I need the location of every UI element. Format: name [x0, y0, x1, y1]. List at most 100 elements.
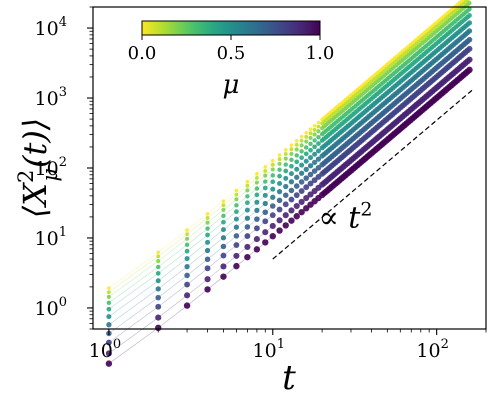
- y-tick-label: 102: [35, 155, 67, 180]
- data-point: [233, 233, 240, 239]
- data-point: [106, 294, 111, 299]
- data-point: [315, 148, 321, 154]
- y-tick-label: 104: [35, 15, 67, 40]
- data-point: [307, 191, 314, 198]
- data-point: [289, 163, 294, 169]
- y-axis: 100 101 102 103 104: [35, 6, 93, 330]
- data-point: [311, 168, 318, 174]
- data-point: [282, 212, 289, 219]
- data-point: [304, 139, 309, 144]
- data-point: [204, 247, 211, 254]
- annotation-proportional: ∝ t2: [318, 199, 372, 236]
- data-point: [270, 186, 276, 192]
- data-point: [311, 159, 318, 165]
- series-line-mu-1: [108, 235, 273, 364]
- data-point: [244, 243, 251, 250]
- data-point: [294, 138, 299, 143]
- data-markers: [105, 0, 473, 367]
- data-point: [253, 225, 260, 232]
- data-point: [303, 158, 309, 164]
- data-point: [156, 254, 161, 259]
- data-point: [205, 220, 210, 225]
- data-point: [303, 205, 310, 212]
- x-axis-title: t: [282, 358, 296, 398]
- data-point: [303, 151, 309, 157]
- data-point: [308, 135, 313, 140]
- data-point: [289, 143, 294, 147]
- data-point: [244, 233, 251, 239]
- data-point: [263, 169, 268, 173]
- data-point: [307, 171, 314, 178]
- data-point: [277, 157, 282, 162]
- data-point: [467, 20, 473, 26]
- data-point: [270, 167, 275, 172]
- x-tick-label: 100: [89, 337, 121, 362]
- data-point: [304, 130, 309, 135]
- data-point: [289, 151, 294, 156]
- data-point: [269, 222, 276, 230]
- data-point: [184, 256, 190, 262]
- colorbar-tick-label: 0.0: [128, 43, 157, 64]
- data-point: [299, 155, 304, 161]
- y-title-exponent: 2: [14, 170, 38, 183]
- series-line-mu-0.3: [108, 175, 273, 304]
- data-point: [184, 281, 190, 288]
- data-point: [107, 286, 111, 290]
- data-point: [155, 303, 162, 310]
- data-point: [155, 286, 161, 292]
- series-line-mu-0.1: [108, 164, 273, 293]
- x-tick-label: 102: [416, 337, 448, 362]
- data-point: [299, 143, 304, 148]
- data-point: [156, 258, 161, 264]
- data-point: [288, 187, 295, 194]
- data-point: [234, 192, 239, 197]
- data-point: [299, 149, 304, 154]
- colorbar-ticks: 0.0 0.5 1.0: [128, 35, 334, 64]
- data-point: [315, 156, 322, 162]
- data-point: [294, 174, 300, 180]
- y-axis-title: ⟨X2μ(t)⟩: [14, 118, 62, 219]
- data-point: [106, 314, 112, 320]
- data-point: [233, 262, 240, 270]
- series-line-mu-0.8: [108, 214, 273, 343]
- data-point: [155, 271, 161, 276]
- data-point: [303, 184, 310, 191]
- data-point: [307, 163, 314, 169]
- data-point: [316, 134, 321, 140]
- data-point: [254, 180, 259, 185]
- data-point: [298, 208, 305, 216]
- data-point: [294, 159, 300, 165]
- data-point: [294, 142, 299, 147]
- data-point: [282, 222, 289, 229]
- data-point: [467, 13, 472, 18]
- data-point: [294, 147, 299, 152]
- data-point: [221, 213, 226, 219]
- annotation-prefix: ∝: [318, 201, 348, 236]
- data-point: [183, 302, 191, 309]
- data-point: [106, 306, 112, 312]
- data-point: [283, 148, 288, 152]
- data-point: [303, 166, 309, 172]
- data-point: [262, 185, 268, 191]
- data-point: [316, 129, 321, 134]
- data-point: [204, 276, 211, 283]
- data-point: [233, 242, 240, 248]
- data-point: [466, 28, 473, 34]
- data-point: [288, 207, 295, 214]
- data-point: [307, 180, 314, 187]
- data-point: [312, 144, 317, 150]
- annotation-variable: t: [348, 201, 361, 236]
- data-point: [298, 188, 305, 194]
- data-point: [466, 45, 473, 52]
- data-point: [220, 263, 227, 270]
- data-point: [288, 217, 295, 224]
- data-point: [311, 177, 318, 184]
- data-point: [156, 250, 161, 255]
- data-point: [283, 183, 289, 190]
- data-point: [106, 300, 112, 306]
- data-point: [293, 192, 300, 199]
- data-point: [304, 134, 309, 139]
- data-point: [282, 201, 289, 208]
- data-point: [277, 167, 282, 172]
- data-point: [269, 233, 276, 240]
